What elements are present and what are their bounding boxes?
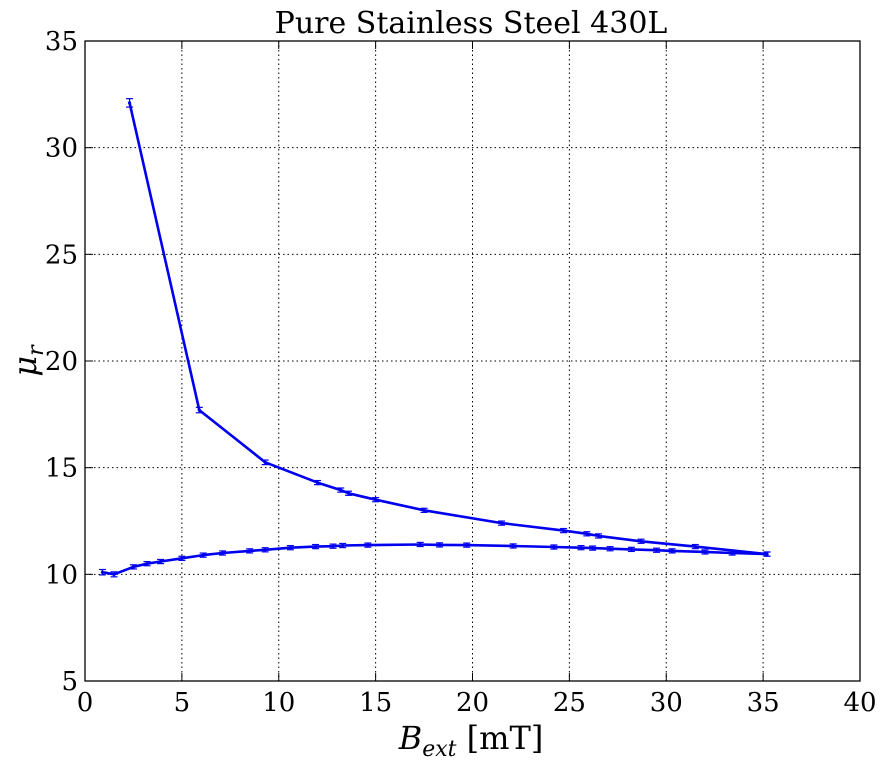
data-point [465, 543, 469, 547]
data-point [579, 546, 583, 550]
data-point [730, 551, 734, 555]
data-point [552, 545, 556, 549]
chart-title: Pure Stainless Steel 430L [275, 6, 668, 41]
data-point [591, 546, 595, 550]
data-point [313, 545, 318, 549]
y-tick-label: 35 [45, 27, 78, 57]
data-point [608, 547, 612, 551]
series-line-2 [102, 543, 768, 576]
data-point [639, 539, 643, 543]
y-tick-label: 25 [45, 240, 78, 270]
data-point [499, 521, 504, 525]
data-point [127, 101, 132, 105]
x-tick-label: 15 [359, 688, 392, 718]
data-point [422, 508, 426, 512]
data-point [220, 551, 225, 555]
data-point [201, 553, 205, 557]
y-tick-label: 5 [61, 667, 78, 697]
data-point [180, 556, 184, 560]
x-tick-label: 25 [553, 688, 586, 718]
data-point [693, 545, 697, 549]
data-point [511, 544, 515, 548]
data-point [596, 534, 601, 538]
data-point [145, 562, 149, 566]
x-tick-label: 10 [262, 688, 295, 718]
data-point [346, 491, 351, 495]
data-point [418, 542, 422, 547]
x-tick-label: 0 [77, 688, 94, 718]
y-tick-label: 10 [45, 560, 78, 590]
series-line-1 [128, 102, 768, 556]
data-point [100, 570, 105, 574]
x-tick-label: 35 [747, 688, 780, 718]
data-point [703, 550, 707, 554]
data-point [339, 488, 343, 492]
x-tick-label: 40 [843, 688, 876, 718]
x-axis-label: Bext [mT] [398, 719, 544, 762]
x-tick-label: 20 [456, 688, 489, 718]
data-point [437, 543, 442, 547]
x-tick-label: 5 [174, 688, 191, 718]
y-tick-label: 15 [45, 454, 78, 484]
data-point [654, 548, 659, 552]
data-point [197, 408, 201, 412]
y-tick-label: 30 [45, 134, 78, 164]
grid [85, 41, 860, 681]
data-point [585, 532, 589, 536]
data-point [670, 549, 674, 553]
data-point [248, 549, 252, 553]
data-point [131, 565, 136, 569]
data-point [315, 481, 320, 485]
data-point [158, 559, 163, 564]
data-point [288, 546, 292, 550]
data-point [112, 572, 116, 576]
data-point [561, 529, 566, 533]
y-tick-label: 20 [45, 347, 78, 377]
data-point [341, 543, 345, 548]
plot-area [98, 98, 771, 578]
data-point [374, 498, 378, 502]
data-point [331, 544, 335, 548]
data-point [765, 552, 769, 556]
data-point [629, 547, 633, 551]
x-tick-label: 30 [650, 688, 683, 718]
data-point [366, 543, 370, 547]
y-axis-label: μr [6, 344, 49, 377]
data-point [263, 548, 267, 552]
data-point [263, 460, 267, 464]
